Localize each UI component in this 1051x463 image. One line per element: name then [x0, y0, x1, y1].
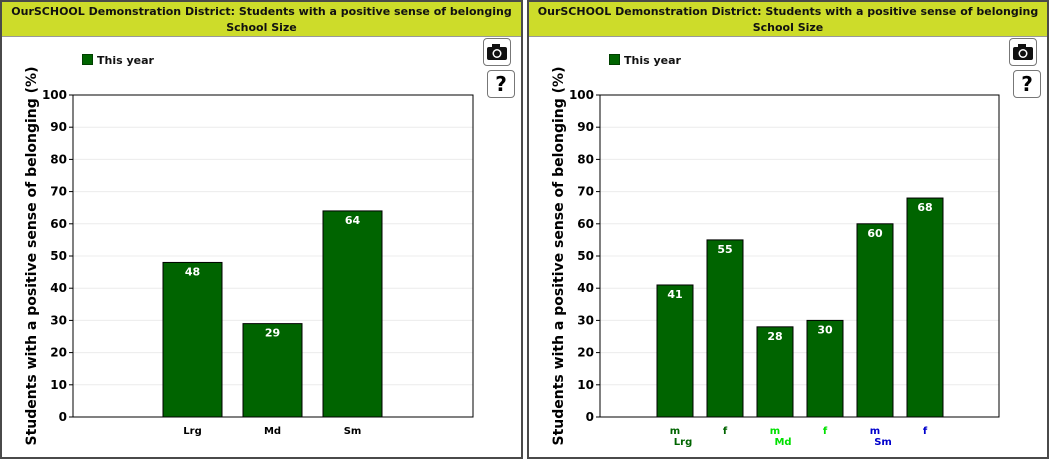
x-tick-label: f — [923, 426, 928, 437]
question-mark-icon: ? — [1021, 72, 1033, 96]
bar-value-label: 60 — [867, 227, 883, 240]
x-tick-label: Md — [264, 426, 281, 437]
y-tick-label: 60 — [577, 217, 594, 231]
y-tick-label: 40 — [577, 281, 594, 295]
y-tick-label: 90 — [577, 120, 594, 134]
chart-legend: This year — [609, 54, 681, 67]
bar-value-label: 55 — [717, 243, 732, 256]
bar-value-label: 28 — [767, 330, 782, 343]
camera-icon — [487, 44, 507, 60]
x-group-label: Md — [774, 437, 791, 448]
legend-label: This year — [97, 54, 154, 67]
x-tick-label: f — [723, 426, 728, 437]
bar — [322, 210, 383, 418]
chart-title-bar: OurSCHOOL Demonstration District: Studen… — [529, 2, 1047, 37]
y-tick-label: 90 — [50, 120, 67, 134]
y-axis-label: Students with a positive sense of belong… — [551, 67, 567, 446]
question-mark-icon: ? — [495, 72, 507, 96]
y-tick-label: 30 — [50, 313, 67, 327]
bar — [706, 239, 744, 418]
bar-value-label: 64 — [345, 214, 361, 227]
chart-title-bar: OurSCHOOL Demonstration District: Studen… — [2, 2, 521, 37]
y-tick-label: 20 — [50, 346, 67, 360]
snapshot-button[interactable] — [1009, 38, 1037, 66]
x-tick-label: Sm — [344, 426, 362, 437]
y-tick-label: 10 — [577, 378, 594, 392]
bar-value-label: 41 — [667, 288, 682, 301]
plot-area — [599, 94, 1000, 418]
x-group-label: Sm — [874, 437, 892, 448]
x-tick-label: Lrg — [183, 426, 201, 437]
chart-title: OurSCHOOL Demonstration District: Studen… — [11, 5, 512, 18]
y-tick-label: 0 — [59, 410, 67, 424]
y-tick-label: 80 — [50, 152, 67, 166]
bar — [656, 284, 694, 418]
legend-swatch — [82, 54, 93, 65]
bar-value-label: 68 — [917, 201, 932, 214]
bar — [756, 326, 794, 418]
chart-panel-left: OurSCHOOL Demonstration District: Studen… — [0, 0, 523, 459]
y-tick-label: 0 — [586, 410, 594, 424]
help-button[interactable]: ? — [1013, 70, 1041, 98]
x-tick-label: m — [670, 426, 680, 437]
y-tick-label: 50 — [577, 249, 594, 263]
chart-subtitle: School Size — [226, 21, 297, 34]
y-tick-label: 80 — [577, 152, 594, 166]
y-tick-label: 100 — [569, 88, 594, 102]
bar — [242, 323, 303, 418]
chart-subtitle: School Size — [752, 21, 824, 34]
y-tick-label: 70 — [50, 185, 67, 199]
y-tick-label: 20 — [577, 346, 594, 360]
bar-value-label: 30 — [817, 323, 833, 336]
bar — [806, 319, 844, 418]
y-axis-label: Students with a positive sense of belong… — [24, 67, 40, 446]
y-tick-label: 60 — [50, 217, 67, 231]
legend-swatch — [609, 54, 620, 65]
chart-panel-right: OurSCHOOL Demonstration District: Studen… — [527, 0, 1049, 459]
chart-title: OurSCHOOL Demonstration District: Studen… — [537, 5, 1039, 18]
bar-value-label: 29 — [265, 327, 280, 340]
x-tick-label: m — [870, 426, 880, 437]
y-tick-label: 40 — [50, 281, 67, 295]
bar — [162, 261, 223, 418]
help-button[interactable]: ? — [487, 70, 515, 98]
bar — [906, 197, 944, 418]
snapshot-button[interactable] — [483, 38, 511, 66]
y-tick-label: 100 — [42, 88, 67, 102]
bar — [856, 223, 894, 418]
chart-legend: This year — [82, 54, 154, 67]
y-tick-label: 30 — [577, 313, 594, 327]
camera-icon — [1013, 44, 1033, 60]
y-tick-label: 10 — [50, 378, 67, 392]
x-group-label: Lrg — [674, 437, 692, 448]
bar-value-label: 48 — [185, 265, 200, 278]
x-tick-label: m — [770, 426, 780, 437]
y-tick-label: 70 — [577, 185, 594, 199]
x-tick-label: f — [823, 426, 828, 437]
y-tick-label: 50 — [50, 249, 67, 263]
legend-label: This year — [624, 54, 681, 67]
